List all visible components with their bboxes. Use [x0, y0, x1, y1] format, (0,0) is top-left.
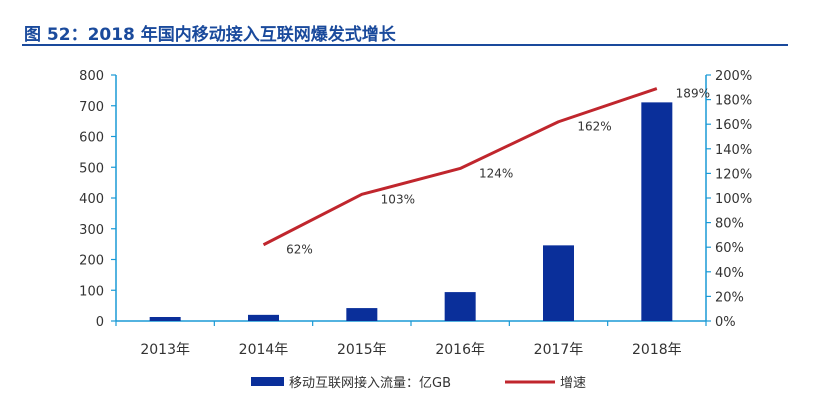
- plot-axes: 0 100 200 300 400 500 600 700 800 0% 20% 40% 60% 80% 1…: [79, 69, 752, 358]
- x-tick-label: 2013年: [140, 342, 190, 358]
- x-tick-label: 2014年: [239, 342, 289, 358]
- growth-line: [262, 87, 658, 247]
- right-tick-label: 200%: [715, 69, 752, 84]
- right-tick-label: 80%: [715, 217, 744, 232]
- left-tick-label: 200: [79, 254, 104, 269]
- bar: [248, 314, 279, 321]
- data-label: 189%: [676, 87, 710, 101]
- title-divider: [22, 44, 788, 46]
- right-tick-label: 160%: [715, 118, 752, 133]
- bar: [543, 245, 574, 321]
- left-tick-label: 500: [79, 161, 104, 176]
- right-tick-label: 60%: [715, 241, 744, 256]
- left-tick-label: 400: [79, 192, 104, 207]
- legend: 移动互联网接入流量：亿GB 增速: [251, 375, 586, 391]
- x-tick-label: 2017年: [534, 342, 584, 358]
- right-tick-label: 20%: [715, 290, 744, 305]
- left-tick-label: 700: [79, 100, 104, 115]
- bar: [149, 317, 181, 321]
- right-tick-label: 100%: [715, 192, 752, 207]
- legend-line-label: 增速: [560, 376, 586, 391]
- bar: [444, 292, 476, 321]
- right-tick-label: 140%: [715, 143, 752, 158]
- right-tick-label: 40%: [715, 266, 744, 281]
- data-label: 124%: [479, 166, 513, 180]
- data-label: 62%: [286, 243, 313, 257]
- figure-title: 图 52：2018 年国内移动接入互联网爆发式增长: [24, 25, 396, 45]
- left-tick-label: 300: [79, 223, 104, 238]
- x-tick-label: 2018年: [632, 342, 682, 358]
- data-label: 162%: [577, 120, 611, 134]
- right-tick-label: 0%: [715, 315, 736, 330]
- legend-bar-swatch: [251, 377, 284, 386]
- line-series: 62% 103% 124% 162% 189%: [262, 87, 710, 257]
- x-tick-label: 2015年: [337, 342, 387, 358]
- right-tick-label: 180%: [715, 94, 752, 109]
- left-tick-label: 100: [79, 284, 104, 299]
- bar: [346, 308, 378, 321]
- left-tick-label: 800: [79, 69, 104, 84]
- right-tick-label: 120%: [715, 167, 752, 182]
- left-tick-label: 0: [96, 315, 104, 330]
- legend-bar-label: 移动互联网接入流量：亿GB: [289, 375, 451, 391]
- bar: [641, 102, 673, 322]
- x-tick-label: 2016年: [435, 342, 485, 358]
- left-tick-label: 600: [79, 131, 104, 146]
- data-label: 103%: [381, 192, 415, 206]
- bar-series: [149, 102, 673, 322]
